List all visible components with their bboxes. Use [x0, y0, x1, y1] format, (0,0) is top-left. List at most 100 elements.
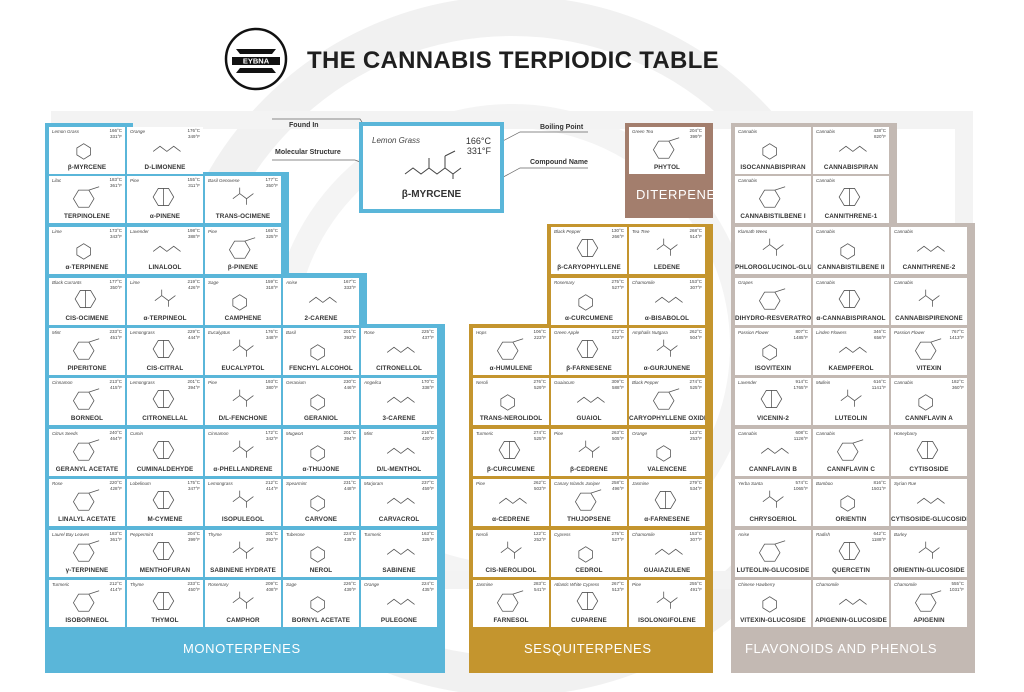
- cell-boiling-c: 309°C: [611, 379, 624, 384]
- element-cell: Cannabis 182°C 360°F CANNFLAVIN A: [891, 378, 967, 425]
- molecule-structure: [496, 338, 524, 360]
- cell-compound-name: CANNABISPIRENONE: [895, 315, 963, 322]
- molecule-structure: [152, 542, 175, 560]
- cell-boiling-f: 343°F: [109, 234, 122, 239]
- cell-source: Cannabis: [738, 178, 758, 183]
- cell-compound-name: LUTEOLIN: [834, 415, 868, 422]
- cell-boiling-c: 233°C: [109, 329, 122, 334]
- cell-source: Lobelinum: [130, 481, 151, 486]
- cell-boiling-c: 240°C: [109, 430, 122, 435]
- cell-source: Chamomile: [816, 582, 839, 587]
- cell-source: Pine: [208, 229, 218, 234]
- cell-compound-name: LUTEOLIN-GLUCOSIDE: [736, 567, 810, 574]
- cell-boiling-c: 153°C: [689, 531, 702, 536]
- cell-source: Pine: [632, 582, 642, 587]
- element-cell: Marjoram 237°C 459°F CARVACROL: [361, 479, 437, 526]
- cell-boiling-c: 574°C: [795, 480, 808, 485]
- cell-compound-name: CANNFLAVIN C: [827, 466, 875, 473]
- cell-compound-name: CANNFLAVIN B: [749, 466, 797, 473]
- cell-source: Yerba Santa: [738, 481, 763, 486]
- cell-boiling-c: 807°C: [795, 329, 808, 334]
- cell-boiling-c: 170°C: [421, 379, 434, 384]
- cell-source: Cannabis: [894, 229, 914, 234]
- cell-compound-name: PHYTOL: [653, 164, 681, 171]
- cell-compound-name: BORNYL ACETATE: [291, 617, 351, 624]
- molecule-structure: [578, 440, 600, 458]
- cell-boiling-c: 173°C: [109, 228, 122, 233]
- cell-source: Cannabis: [738, 431, 758, 436]
- molecule-structure: [838, 145, 867, 152]
- element-cell: Neroli 276°C 529°F TRANS-NEROLIDOL: [473, 378, 549, 425]
- cell-source: Geranium: [286, 380, 306, 385]
- element-cell: Hops 106°C 223°F α-HUMULENE: [473, 328, 549, 375]
- cell-boiling-c: 153°C: [689, 279, 702, 284]
- page-title: THE CANNABIS TERPIODIC TABLE: [307, 47, 719, 74]
- cell-boiling-f: 514°F: [689, 234, 702, 239]
- molecule-structure: [762, 238, 784, 256]
- element-cell: Jasmine 279°C 534°F α-FARNESENE: [629, 479, 705, 526]
- molecule-structure: [152, 340, 175, 358]
- cell-boiling-f: 1031°F: [949, 587, 964, 592]
- molecule-structure: [72, 186, 100, 208]
- diterpene-label: DITERPENE: [636, 187, 716, 202]
- element-cell: Pine 263°C 505°F β-CEDRENE: [551, 429, 627, 476]
- cell-source: Sage: [208, 280, 219, 285]
- cell-boiling-c: 155°C: [187, 177, 200, 182]
- cell-compound-name: GERANIOL: [303, 415, 339, 422]
- cell-boiling-f: 399°F: [187, 537, 200, 542]
- cell-source: Barley: [894, 532, 907, 537]
- cell-boiling-c: 204°C: [689, 128, 702, 133]
- cell-boiling-c: 163°C: [421, 531, 434, 536]
- element-cell: Guaiacum 309°C 588°F GUAIOL: [551, 378, 627, 425]
- cell-source: Orange: [632, 431, 648, 436]
- cell-source: Cumin: [130, 431, 144, 436]
- molecule-structure: [72, 540, 100, 562]
- molecule-structure: [654, 491, 677, 509]
- cell-source: Rose: [364, 330, 375, 335]
- cell-compound-name: CANNABISTILBENE II: [817, 264, 885, 271]
- legend-compound-name: β-MYRCENE: [401, 189, 462, 200]
- cell-boiling-f: 504°F: [689, 335, 702, 340]
- molecule-structure: [496, 590, 524, 612]
- cell-boiling-c: 212°C: [109, 581, 122, 586]
- molecule-structure: [840, 389, 862, 407]
- logo-text: EYBNA: [243, 57, 270, 66]
- molecule-structure: [914, 590, 942, 612]
- element-cell: Chamomile 153°C 307°F α-BISABOLOL: [629, 278, 705, 325]
- cell-boiling-c: 224°C: [421, 581, 434, 586]
- cell-boiling-c: 230°C: [343, 379, 356, 384]
- cell-compound-name: APIGENIN: [913, 617, 945, 624]
- molecule-structure: [576, 340, 599, 358]
- cell-boiling-f: 1065°F: [793, 486, 808, 491]
- cell-boiling-c: 268°C: [689, 228, 702, 233]
- element-cell: Radish 642°C 1188°F QUERCETIN: [813, 530, 889, 577]
- cell-boiling-c: 225°C: [421, 329, 434, 334]
- cell-source: Cannabis: [816, 280, 836, 285]
- cell-compound-name: APIGENIN-GLUCOSIDE: [815, 617, 887, 624]
- molecular-structure-callout: Molecular Structure: [275, 149, 341, 156]
- cell-boiling-c: 272°C: [611, 329, 624, 334]
- molecule-structure: [152, 145, 181, 152]
- element-cell: Lemongrass 212°C 414°F ISOPULEGOL: [205, 479, 281, 526]
- cell-compound-name: QUERCETIN: [832, 567, 870, 574]
- element-cell: Cannabis CANNABISPIRENONE: [891, 278, 967, 325]
- element-cell: Lemongrass 229°C 444°F CIS-CITRAL: [127, 328, 203, 375]
- cell-compound-name: 3-CARENE: [382, 415, 416, 422]
- eybna-logo: EYBNA: [224, 27, 288, 91]
- cell-boiling-c: 198°C: [187, 228, 200, 233]
- cell-source: Chamomile: [632, 280, 655, 285]
- cell-boiling-f: 325°F: [421, 537, 434, 542]
- cell-boiling-f: 439°F: [343, 587, 356, 592]
- cell-boiling-f: 307°F: [689, 285, 702, 290]
- molecule-structure: [310, 344, 325, 361]
- element-cell: Pine 155°C 311°F α-PINENE: [127, 176, 203, 223]
- cell-compound-name: SABINENE: [382, 567, 416, 574]
- molecule-structure: [154, 289, 176, 307]
- cell-source: Tuberose: [286, 532, 305, 537]
- cell-source: Cannabis: [738, 129, 758, 134]
- molecule-structure: [232, 294, 247, 311]
- cell-compound-name: β-CEDRENE: [570, 466, 608, 473]
- cell-boiling-f: 325°F: [265, 234, 278, 239]
- element-cell: Orange 176°C 349°F D-LIMONENE: [127, 127, 203, 174]
- cell-source: Chinese Hawberry: [738, 582, 776, 587]
